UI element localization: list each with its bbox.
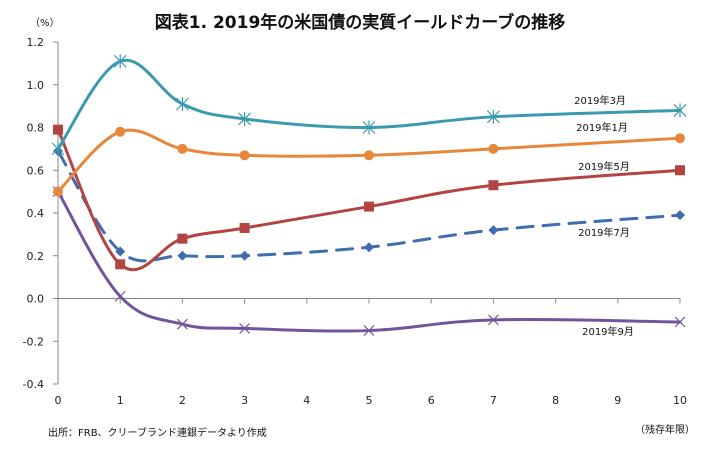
data-point (53, 186, 63, 197)
x-tick-label: 3 (241, 394, 248, 407)
data-point (362, 120, 376, 135)
data-point (239, 150, 250, 161)
x-tick-label: 8 (552, 394, 559, 407)
x-axis-unit-label: （残存年限） (635, 425, 695, 436)
data-point (51, 141, 65, 156)
source-note: 出所：FRB、クリーブランド連銀データより作成 (48, 428, 267, 439)
data-point (675, 210, 685, 221)
data-point (239, 250, 250, 261)
data-point (486, 109, 500, 124)
x-tick-label: 6 (428, 394, 435, 407)
data-point (175, 96, 189, 111)
y-tick-label: -0.4 (23, 378, 44, 391)
data-point (177, 143, 188, 154)
data-point (364, 150, 374, 161)
y-tick-label: 0.0 (27, 293, 45, 306)
x-tick-label: 10 (673, 394, 687, 407)
data-point (113, 54, 127, 69)
series-line (56, 128, 682, 194)
data-point (115, 246, 126, 257)
x-tick-label: 2 (179, 394, 186, 407)
data-point (115, 259, 126, 270)
data-point (488, 225, 499, 236)
data-point (177, 233, 188, 244)
y-tick-label: 0.8 (27, 122, 45, 135)
data-point (488, 180, 499, 191)
x-tick-label: 5 (366, 394, 373, 407)
series-2019年5月 (53, 124, 685, 272)
data-point (53, 124, 63, 135)
data-point (674, 316, 686, 328)
x-tick-label: 4 (303, 394, 310, 407)
series-label: 2019年7月 (578, 226, 630, 239)
series-label: 2019年5月 (578, 160, 630, 173)
data-point (363, 325, 375, 336)
data-point (675, 133, 685, 144)
y-tick-label: 0.6 (27, 164, 45, 177)
data-point (238, 111, 252, 126)
x-tick-label: 0 (55, 394, 62, 407)
y-tick-label: 0.2 (27, 250, 45, 263)
data-point (487, 314, 499, 326)
data-point (364, 242, 374, 253)
series-label: 2019年9月 (582, 325, 634, 338)
series-2019年1月 (53, 126, 685, 197)
data-point (673, 103, 687, 118)
data-point (115, 126, 126, 137)
x-tick-label: 7 (490, 394, 497, 407)
axes: 1.2 1.0 0.8 0.6 0.4 0.2 0.0 -0.2 -0.4 0 1 2 3 4 5 6 7 8 9 1… (23, 36, 687, 407)
series-label: 2019年1月 (576, 121, 628, 134)
data-point (488, 143, 499, 154)
series-labels: 2019年3月 2019年1月 2019年5月 2019年7月 2019年9月 (574, 94, 634, 338)
y-tick-label: -0.2 (23, 335, 44, 348)
y-axis-unit-label: （%） (30, 18, 60, 29)
y-tick-label: 1.2 (27, 36, 45, 49)
series-2019年3月 (51, 54, 687, 156)
chart-title: 図表1. 2019年の米国債の実質イールドカーブの推移 (154, 13, 566, 33)
y-tick-label: 1.0 (27, 79, 45, 92)
x-tick-label: 1 (117, 394, 124, 407)
data-point (114, 290, 126, 302)
data-point (239, 222, 250, 233)
data-point (364, 201, 374, 212)
series-group (51, 54, 687, 336)
y-tick-label: 0.4 (27, 207, 45, 220)
data-point (177, 250, 188, 261)
series-label: 2019年3月 (574, 94, 626, 107)
data-point (675, 165, 685, 176)
data-point (239, 323, 251, 334)
series-2019年7月 (53, 146, 685, 263)
data-point (176, 318, 188, 330)
x-tick-label: 9 (614, 394, 621, 407)
